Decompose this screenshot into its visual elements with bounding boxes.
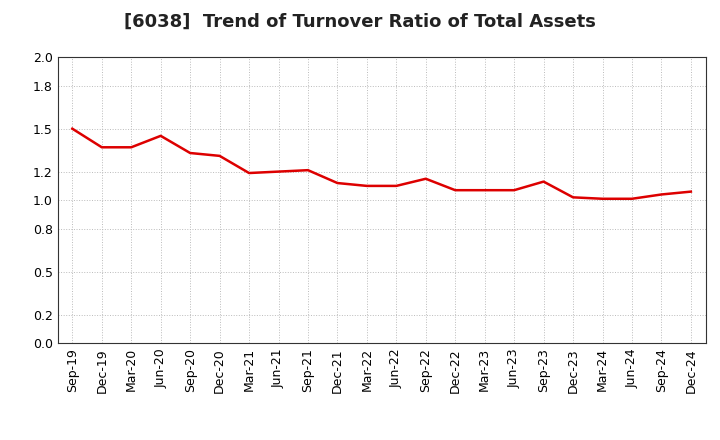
Text: [6038]  Trend of Turnover Ratio of Total Assets: [6038] Trend of Turnover Ratio of Total … [124, 13, 596, 31]
